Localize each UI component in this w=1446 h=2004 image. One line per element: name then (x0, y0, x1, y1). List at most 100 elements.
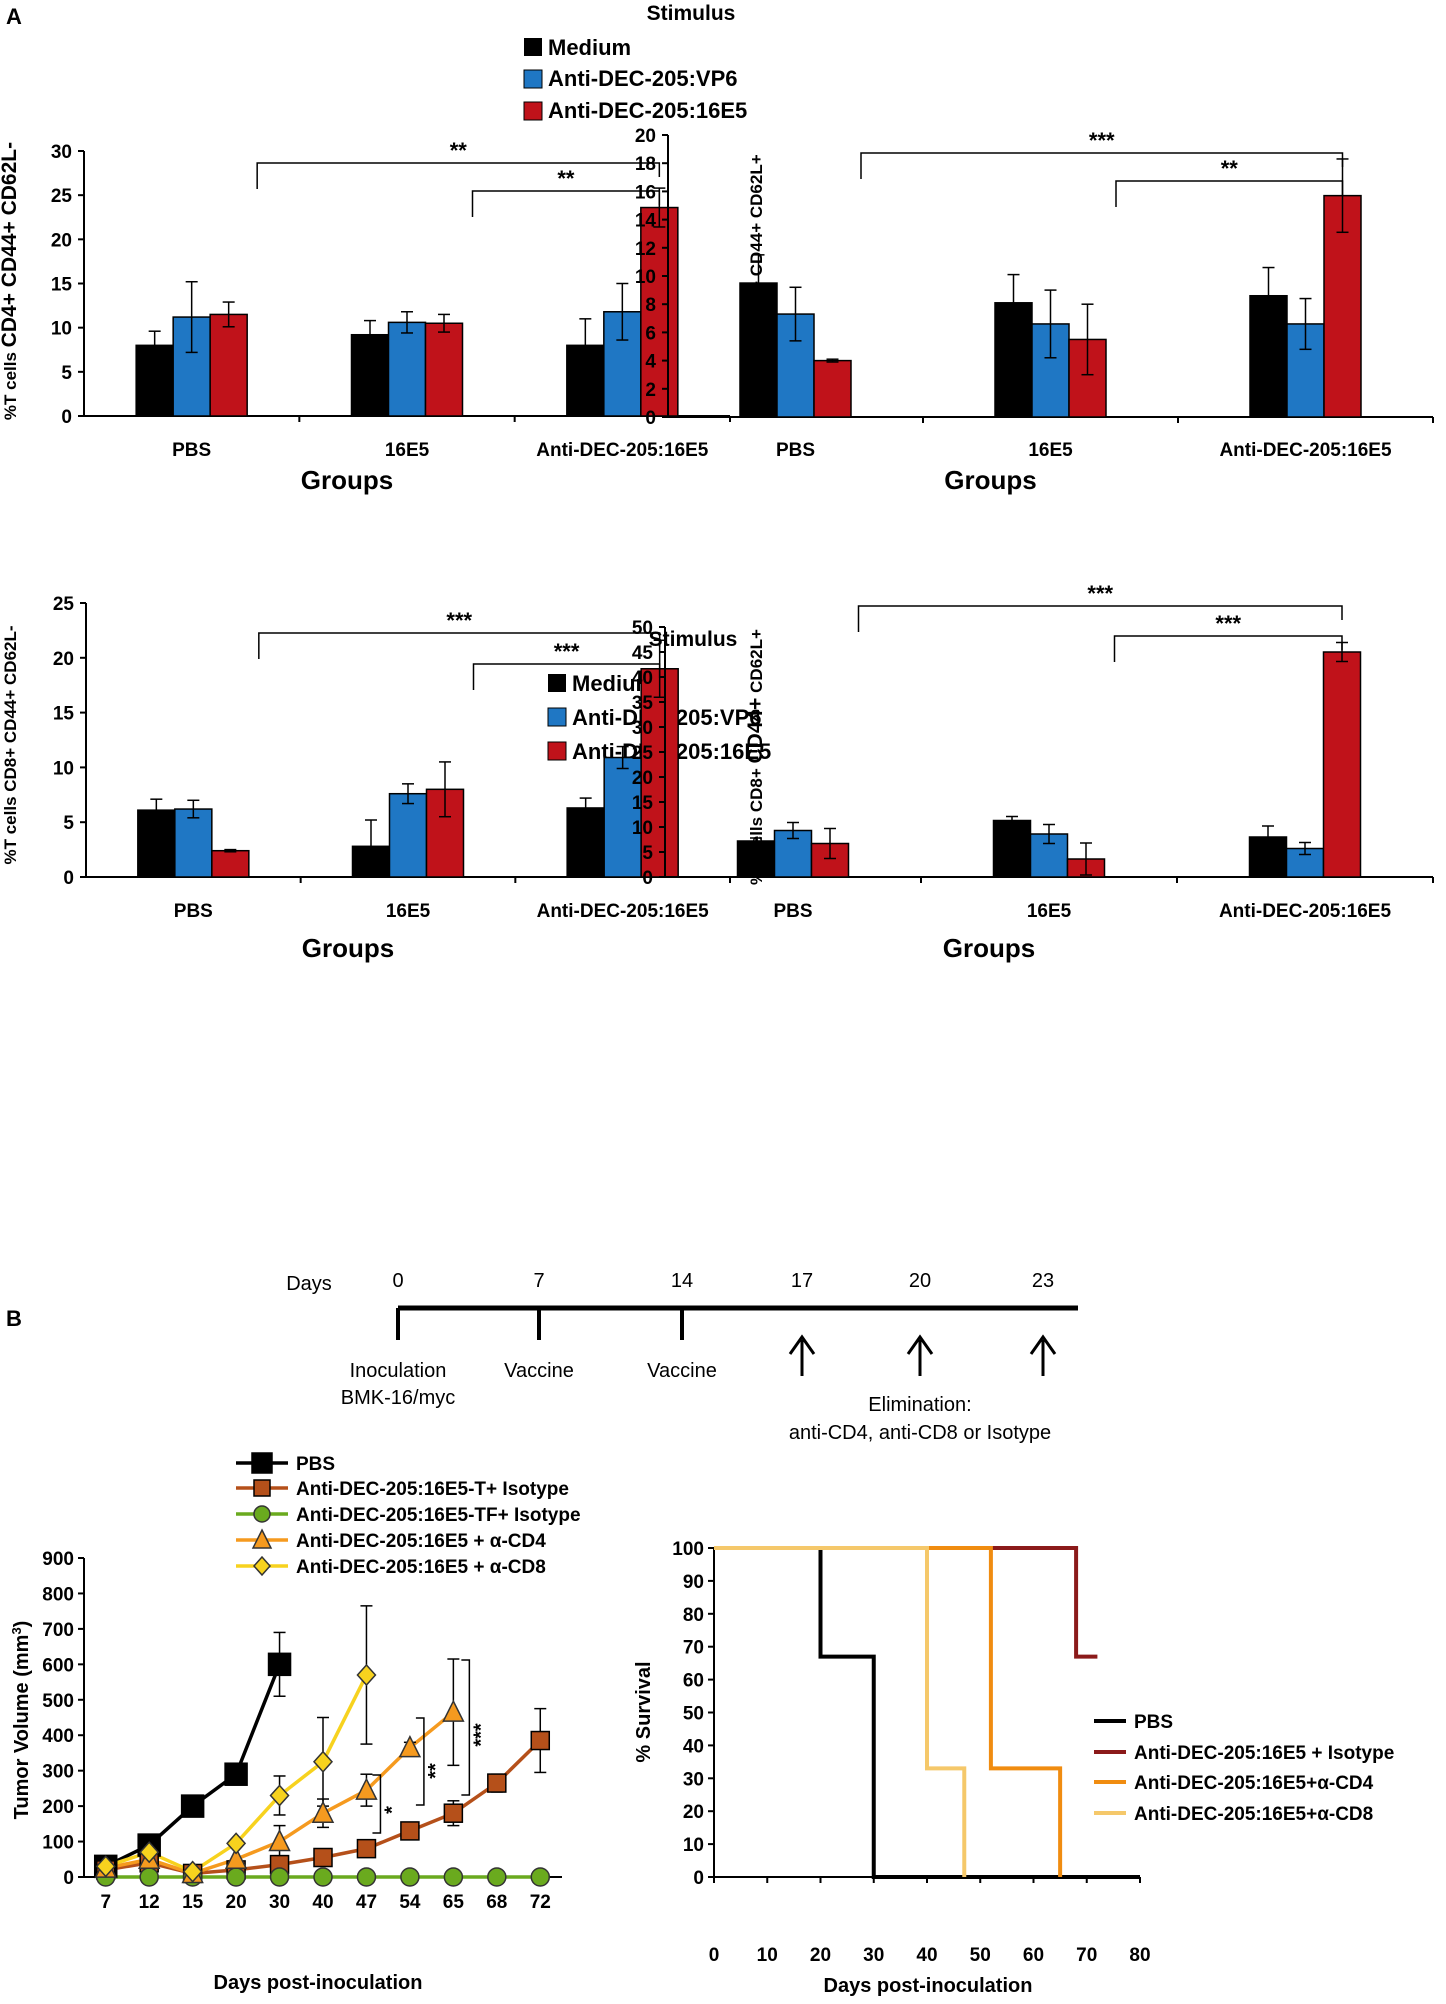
bar (424, 322, 464, 417)
significance-label: *** (446, 608, 472, 633)
significance-bracket (372, 1774, 382, 1834)
y-tick-label: 900 (42, 1549, 74, 1570)
y-tick-label: 800 (42, 1584, 74, 1605)
y-tick-label: 15 (632, 793, 654, 814)
y-tick-label: 8 (645, 295, 656, 316)
y-tick-label: 100 (42, 1833, 74, 1854)
y-tick-label: 25 (632, 743, 654, 764)
y-tick-label: 20 (632, 768, 653, 789)
data-point (251, 1528, 273, 1549)
y-tick-label: 2 (645, 380, 656, 401)
timeline-day-label: 0 (392, 1270, 403, 1292)
data-point (356, 1663, 377, 1687)
timeline-caption: Vaccine (504, 1360, 574, 1382)
y-tick-label: 70 (683, 1638, 704, 1659)
y-tick-label: 0 (63, 1868, 74, 1889)
series-line (104, 1663, 282, 1868)
legend-top-item-16e5: Anti-DEC-205:16E5 (548, 98, 747, 123)
x-tick-label: 0 (709, 1945, 720, 1966)
bar-chart-cd8-cd62l-neg: 0 5 10 15 20 25 PBS 16E5 Anti-DEC-205:16E5 *** ***… (1, 594, 731, 963)
category-label: PBS (172, 440, 211, 461)
x-axis-label: Days post-inoculation (214, 1972, 423, 1994)
legend-top-swatch-medium (524, 38, 542, 56)
significance-label: ** (1221, 156, 1239, 181)
x-tick-label: 20 (226, 1892, 247, 1913)
y-tick-label: 30 (632, 718, 653, 739)
data-point (443, 1803, 464, 1823)
x-tick-label: 80 (1129, 1945, 1150, 1966)
elimination-detail: anti-CD4, anti-CD8 or Isotype (789, 1422, 1051, 1444)
y-tick-label: 35 (632, 693, 654, 714)
arrow-head-icon (788, 1334, 816, 1355)
x-tick-label: 47 (356, 1892, 377, 1913)
legend-bottom-swatch-medium (548, 674, 566, 692)
data-point (530, 1730, 551, 1751)
data-point (253, 1479, 271, 1497)
category-label: PBS (174, 901, 213, 922)
timeline-day-label: 20 (909, 1270, 931, 1292)
data-point (139, 1867, 159, 1887)
timeline-caption: BMK-16/myc (341, 1387, 455, 1409)
y-tick-label: 45 (632, 643, 654, 664)
x-tick-label: 65 (443, 1892, 465, 1913)
y-axis-label: %T cells CD4+ CD44+ CD62L+ (747, 154, 766, 397)
y-tick-label: 20 (683, 1802, 704, 1823)
y-tick-label: 15 (53, 704, 75, 725)
legend-top-title: Stimulus (647, 2, 736, 25)
category-label: 16E5 (385, 440, 430, 461)
y-tick-label: 16 (635, 182, 656, 203)
timeline-day-label: 7 (533, 1270, 544, 1292)
panel-a-label: A (6, 4, 22, 29)
bar-chart-cd4-cd62l-pos: 0 2 4 6 8 10 12 14 16 18 20 PBS 16E5 Anti-DEC-205:16E… (635, 126, 1434, 495)
significance-label: ** (425, 1763, 447, 1779)
y-tick-label: 0 (61, 407, 72, 428)
x-tick-label: 10 (757, 1945, 778, 1966)
bar (1286, 323, 1325, 418)
legend-label: Anti-DEC-205:16E5 + α-CD4 (296, 1531, 546, 1552)
y-tick-label: 4 (645, 352, 656, 373)
y-axis-label: Tumor Volume (mm3) (9, 1621, 34, 1820)
timeline-caption: Inoculation (350, 1360, 447, 1382)
arrow-head-icon (906, 1334, 934, 1355)
y-tick-label: 5 (642, 843, 653, 864)
x-tick-label: 15 (182, 1892, 204, 1913)
data-point (226, 1832, 247, 1855)
timeline-day-label: 17 (791, 1270, 813, 1292)
y-tick-label: 10 (635, 267, 656, 288)
tumor-volume-chart: 0 100 200 300 400 500 600 700 800 900 7 12 15 20 30 40 4… (9, 1452, 581, 1994)
survival-line (714, 1546, 1063, 1877)
y-tick-label: 40 (683, 1736, 704, 1757)
legend-label: Anti-DEC-205:16E5+α-CD4 (1134, 1773, 1374, 1794)
x-tick-label: 7 (100, 1892, 111, 1913)
x-tick-label: 60 (1023, 1945, 1044, 1966)
significance-label: *** (1215, 611, 1241, 636)
bar (211, 849, 250, 878)
y-tick-label: 80 (683, 1605, 704, 1626)
data-point (487, 1773, 507, 1793)
legend-label: Anti-DEC-205:16E5-T+ Isotype (296, 1479, 569, 1500)
data-point (224, 1762, 248, 1786)
bar (174, 808, 213, 878)
y-tick-label: 500 (42, 1691, 74, 1712)
y-tick-label: 10 (683, 1835, 704, 1856)
y-tick-label: 10 (632, 818, 653, 839)
category-label: Anti-DEC-205:16E5 (1219, 440, 1392, 461)
x-axis-label: Groups (302, 933, 394, 963)
bar (209, 313, 248, 417)
y-tick-label: 25 (51, 186, 73, 207)
significance-label: ** (450, 138, 468, 163)
bar-chart-cd8-cd62l-pos: 0 5 10 15 20 25 30 35 40 45 50 PBS 16E5 Anti-DEC-205:… (632, 581, 1434, 963)
survival-line (714, 1546, 1098, 1659)
data-point (400, 1867, 420, 1887)
y-tick-label: 0 (645, 408, 656, 429)
significance-label: *** (1089, 128, 1115, 153)
y-axis-label: %T cells CD8+ CD44+ CD62L- (1, 625, 20, 864)
x-axis-label: Days post-inoculation (824, 1975, 1033, 1997)
y-tick-label: 700 (42, 1620, 74, 1641)
y-tick-label: 0 (693, 1868, 704, 1889)
data-point (442, 1699, 465, 1722)
legend-bottom-swatch-16e5 (547, 741, 567, 761)
y-axis-label: %T cells CD8+ CD44+ CD62L+ (744, 629, 767, 885)
